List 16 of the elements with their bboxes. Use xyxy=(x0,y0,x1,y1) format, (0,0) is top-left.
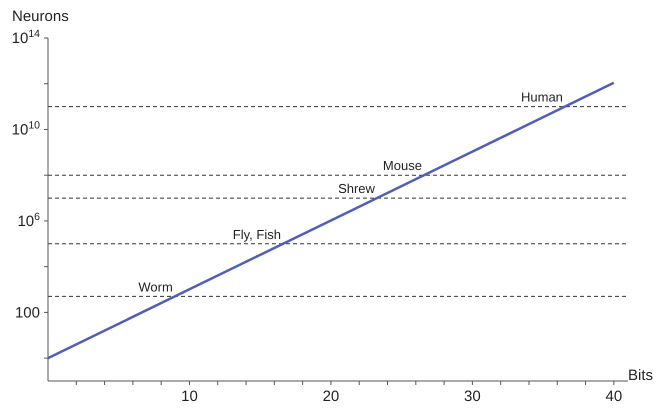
ref-line-label: Mouse xyxy=(382,158,422,174)
y-axis-title: Neurons xyxy=(12,8,69,25)
x-tick-label: 10 xyxy=(181,388,198,405)
y-tick-label: 10$^{14}$ xyxy=(12,28,40,47)
ref-line-label: Shrew xyxy=(338,181,376,196)
x-tick-label: 30 xyxy=(464,388,481,405)
y-tick-label: 100 xyxy=(14,304,40,322)
ref-line-label: Fly, Fish xyxy=(232,226,281,242)
y-tick-label: 10$^{6}$ xyxy=(17,210,40,230)
ref-line-label: Worm xyxy=(138,279,173,294)
x-tick-label: 20 xyxy=(322,388,340,405)
x-tick-label: 40 xyxy=(606,388,622,405)
x-axis-title: Bits xyxy=(628,367,654,384)
line-series xyxy=(48,82,616,360)
y-tick-label: 10$^{10}$ xyxy=(12,119,40,138)
ref-line-label: Human xyxy=(521,90,563,105)
